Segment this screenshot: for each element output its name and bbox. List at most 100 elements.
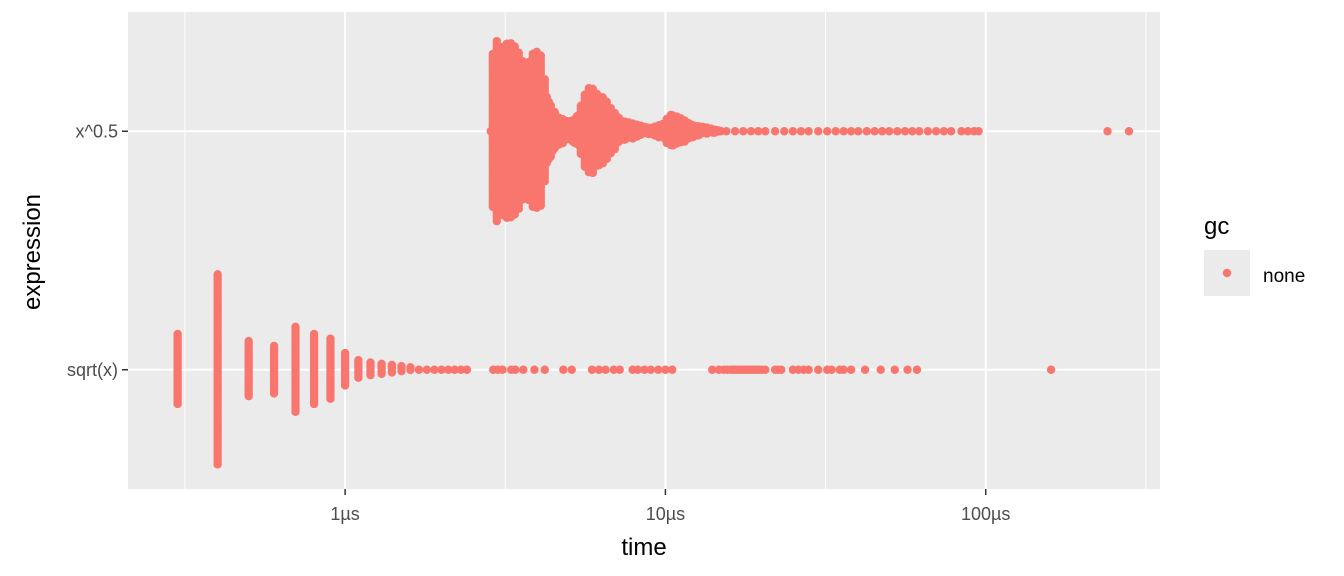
data-point	[430, 365, 439, 374]
data-point	[309, 399, 319, 409]
data-point	[708, 365, 717, 374]
data-point	[437, 365, 446, 374]
data-point	[915, 127, 924, 136]
data-point	[326, 394, 335, 403]
data-point	[939, 127, 949, 136]
data-point	[498, 365, 507, 374]
data-point	[366, 370, 375, 380]
data-point	[876, 365, 885, 374]
data-point	[823, 127, 832, 136]
data-point	[640, 365, 649, 374]
x-axis-title: time	[621, 534, 666, 561]
data-point	[908, 127, 917, 136]
data-point	[931, 127, 941, 136]
data-point	[885, 127, 894, 136]
x-tick-label: 100µs	[961, 504, 1010, 524]
x-axis: 1µs 10µs 100µs	[330, 489, 1010, 524]
data-point	[615, 365, 624, 374]
data-point	[974, 127, 983, 136]
data-points	[173, 36, 1134, 469]
data-point	[609, 365, 618, 374]
data-point	[269, 389, 279, 398]
data-point	[1103, 127, 1112, 136]
data-point	[519, 365, 528, 374]
data-point	[422, 365, 432, 374]
legend-key-point	[1222, 268, 1232, 278]
data-point	[796, 127, 806, 136]
data-point	[900, 127, 910, 136]
data-point	[777, 365, 786, 374]
legend-label-none: none	[1263, 266, 1305, 287]
data-point	[462, 365, 472, 374]
data-point	[536, 201, 545, 210]
data-point	[770, 127, 780, 136]
data-point	[854, 127, 863, 136]
legend-title: gc	[1204, 213, 1229, 240]
data-point	[633, 365, 643, 374]
data-point	[601, 365, 610, 374]
data-point	[746, 127, 756, 136]
data-point	[957, 127, 966, 136]
data-point	[754, 127, 763, 136]
data-point	[587, 365, 597, 374]
data-point	[761, 127, 770, 136]
y-tick-label: sqrt(x)	[67, 360, 118, 380]
data-point	[804, 365, 813, 374]
data-point	[540, 177, 549, 186]
plot-panel	[128, 12, 1160, 489]
data-point	[1124, 127, 1134, 136]
data-point	[406, 365, 415, 375]
data-point	[540, 365, 549, 374]
data-point	[414, 365, 424, 374]
data-point	[839, 127, 848, 136]
data-point	[397, 366, 406, 376]
data-point	[654, 365, 663, 374]
data-point	[814, 127, 823, 136]
data-point	[846, 365, 856, 374]
data-point	[722, 127, 731, 136]
data-point	[839, 365, 848, 374]
data-point	[511, 365, 520, 374]
data-point	[761, 365, 770, 374]
data-point	[739, 127, 748, 136]
data-point	[893, 127, 902, 136]
data-point	[804, 127, 813, 136]
data-point	[492, 216, 501, 226]
data-point	[594, 365, 604, 374]
data-point	[530, 365, 539, 374]
data-point	[514, 204, 523, 214]
data-point	[788, 127, 798, 136]
data-point	[354, 373, 363, 382]
data-point	[730, 127, 740, 136]
data-point	[450, 365, 459, 374]
data-point	[173, 399, 182, 409]
data-point	[456, 365, 466, 374]
data-point	[668, 365, 677, 374]
x-tick-label: 10µs	[646, 504, 685, 524]
y-tick-label: x^0.5	[76, 121, 118, 141]
data-point	[831, 127, 840, 136]
data-point	[912, 365, 922, 374]
data-point	[340, 381, 350, 390]
data-point	[559, 365, 568, 374]
data-point	[588, 168, 597, 178]
data-point	[661, 365, 670, 374]
data-point	[903, 365, 912, 374]
data-point	[877, 127, 887, 136]
data-point	[860, 365, 870, 374]
data-point	[646, 365, 655, 374]
data-point	[862, 127, 871, 136]
y-axis-title: expression	[19, 194, 46, 310]
data-point	[567, 365, 576, 374]
data-point	[870, 127, 879, 136]
data-point	[291, 407, 300, 417]
data-point	[946, 127, 956, 136]
data-point	[846, 127, 856, 136]
data-point	[963, 127, 973, 136]
data-point	[890, 365, 899, 374]
data-point	[244, 391, 253, 401]
y-axis: sqrt(x) x^0.5	[67, 121, 128, 380]
legend: gc none	[1204, 213, 1305, 296]
data-point	[923, 127, 933, 136]
